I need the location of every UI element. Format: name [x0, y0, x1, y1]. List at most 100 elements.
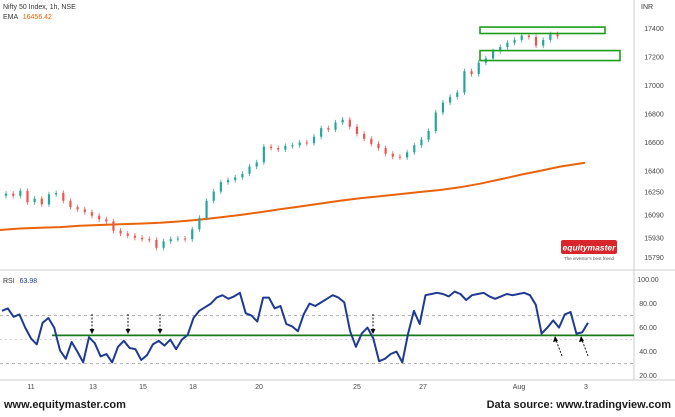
candle-body	[183, 238, 187, 240]
candle-body	[355, 126, 359, 134]
candle-body	[26, 190, 29, 203]
candle-body	[312, 136, 316, 144]
candle-body	[19, 190, 22, 196]
logo-tagline: The investor's best friend	[564, 256, 615, 261]
down-arrow-head-icon	[125, 329, 131, 334]
candle-body	[212, 191, 215, 201]
time-tick-label: 27	[419, 384, 427, 391]
candle-body	[434, 112, 437, 132]
rsi-axis: 20.00 40.00 60.00 80.00 100.00	[637, 277, 659, 380]
price-tick-label: 17000	[644, 83, 664, 90]
currency-text: INR	[641, 4, 654, 11]
candle-body	[520, 35, 523, 40]
symbol-label: Nifty 50 Index, 1h, NSE	[3, 4, 76, 11]
resistance-zone-box	[479, 26, 606, 35]
price-tick-label: 15790	[644, 255, 664, 262]
candle-body	[406, 152, 409, 158]
candle-body	[205, 200, 208, 218]
rsi-line	[1, 290, 589, 364]
candle-body	[291, 145, 294, 147]
candle-body	[12, 193, 15, 196]
candle-body	[219, 182, 222, 192]
candle-body	[491, 51, 495, 59]
candle-body	[477, 62, 480, 75]
candle-body	[441, 102, 445, 113]
time-tick-label: 13	[89, 384, 97, 391]
price-tick-label: 16600	[644, 140, 664, 147]
candle-body	[427, 131, 430, 140]
footer-website: www.equitymaster.com	[4, 399, 126, 411]
candle-body	[298, 142, 301, 146]
candle-body	[327, 128, 330, 130]
candle-body	[420, 139, 423, 146]
footer-source: Data source: www.tradingview.com	[486, 399, 671, 411]
candle-body	[69, 200, 72, 208]
rsi-legend: RSI 63.98	[3, 278, 37, 285]
rsi-label: RSI	[3, 278, 15, 285]
rsi-value: 63.98	[19, 278, 38, 285]
candle-body	[413, 145, 416, 153]
candle-body	[348, 119, 351, 127]
candle-body	[169, 239, 172, 242]
candle-body	[255, 162, 258, 167]
candle-body	[527, 35, 530, 38]
rsi-tick-label: 80.00	[639, 301, 657, 308]
candle-body	[234, 177, 237, 181]
rsi-tick-label: 20.00	[639, 373, 657, 380]
rsi-bands	[0, 315, 634, 365]
price-tick-label: 17400	[644, 26, 664, 33]
candle-body	[506, 42, 509, 48]
candle-body	[549, 34, 552, 40]
price-tick-label: 17200	[644, 54, 664, 61]
candle-body	[556, 34, 559, 37]
time-tick-label: 25	[353, 384, 361, 391]
candle-body	[398, 156, 402, 158]
candle-body	[133, 235, 137, 238]
price-axis: 15790 15930 16090 16250 16400 16600 16800 17000…	[644, 26, 664, 262]
currency-label: INR	[641, 4, 653, 11]
logo-text: equitymaster	[563, 243, 617, 253]
rsi-arrows	[89, 314, 589, 357]
rsi-tick-label: 60.00	[639, 325, 657, 332]
candle-body	[448, 96, 452, 103]
candle-body	[62, 192, 65, 201]
candle-body	[513, 39, 516, 43]
candle-body	[162, 241, 165, 248]
candle-body	[148, 239, 151, 241]
candle-body	[384, 148, 387, 154]
up-arrow-icon	[581, 339, 589, 357]
time-tick-label: 11	[27, 384, 34, 391]
candle-body	[456, 92, 459, 97]
ema-label: EMA	[3, 14, 18, 21]
up-arrow-head-icon	[579, 336, 584, 342]
candle-body	[176, 238, 180, 240]
up-arrow-icon	[555, 339, 563, 357]
ema-line	[0, 161, 586, 231]
price-tick-label: 16090	[644, 213, 664, 220]
candle-body	[470, 71, 473, 75]
candle-body	[198, 217, 201, 230]
down-arrow-head-icon	[370, 329, 376, 334]
down-arrow-head-icon	[89, 329, 95, 334]
rsi-tick-label: 100.00	[637, 277, 659, 284]
candle-body	[499, 47, 502, 52]
candle-body	[105, 219, 108, 222]
candle-body	[76, 207, 79, 210]
candle-body	[391, 153, 394, 157]
candle-body	[370, 138, 373, 144]
price-tick-label: 15930	[644, 235, 664, 242]
candle-body	[320, 128, 323, 137]
candle-body	[341, 119, 344, 123]
candle-body	[83, 209, 86, 213]
price-tick-label: 16250	[644, 190, 664, 197]
price-panel	[0, 0, 634, 270]
time-tick-label: 18	[189, 384, 197, 391]
rsi-tick-label: 40.00	[639, 349, 657, 356]
candle-body	[363, 133, 366, 139]
candle-body	[126, 233, 129, 236]
candle-body	[269, 146, 273, 149]
candle-body	[191, 229, 194, 240]
candle-body	[305, 142, 308, 144]
down-arrow-head-icon	[157, 329, 163, 334]
